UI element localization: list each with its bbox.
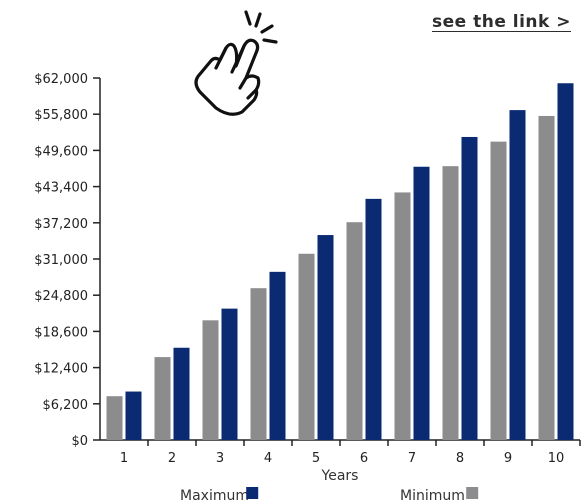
bars (106, 83, 574, 441)
bar-minimum-6 (346, 222, 363, 440)
bar-maximum-7 (413, 166, 430, 440)
bar-maximum-4 (269, 271, 286, 440)
bar-minimum-1 (106, 396, 123, 440)
y-tick-label: $43,400 (34, 181, 88, 196)
bar-maximum-1 (125, 391, 142, 440)
legend: Maximum Minimum (180, 487, 479, 504)
x-tick-label: 9 (504, 451, 512, 466)
bar-minimum-9 (490, 141, 507, 440)
bar-minimum-2 (154, 357, 171, 440)
y-tick-label: $31,000 (34, 253, 88, 268)
x-tick-label: 5 (312, 451, 320, 466)
legend-swatch-minimum (466, 487, 479, 499)
bar-minimum-5 (298, 253, 315, 440)
x-tick-label: 2 (168, 451, 176, 466)
y-tick-label: $12,400 (34, 362, 88, 377)
x-tick-label: 8 (456, 451, 464, 466)
x-tick-label: 6 (360, 451, 368, 466)
see-the-link[interactable]: see the link > (432, 12, 571, 32)
bar-maximum-6 (365, 198, 382, 440)
x-axis-title: Years (321, 468, 359, 484)
legend-label-maximum: Maximum (180, 488, 249, 504)
x-tick-label: 1 (120, 451, 128, 466)
y-tick-label: $18,600 (34, 325, 88, 340)
bar-minimum-4 (250, 288, 267, 440)
bar-maximum-10 (557, 83, 574, 441)
x-tick-label: 10 (548, 451, 565, 466)
y-tick-label: $0 (71, 434, 88, 449)
bar-maximum-2 (173, 347, 190, 440)
bar-maximum-9 (509, 110, 526, 440)
x-axis: 1 2 3 4 5 6 7 8 9 10 (100, 439, 581, 466)
legend-label-minimum: Minimum (400, 488, 465, 504)
x-tick-label: 4 (264, 451, 272, 466)
y-tick-label: $37,200 (34, 217, 88, 232)
y-axis: $0 $6,200 $12,400 $18,600 $24,800 $31,000 $37,… (34, 72, 101, 449)
bar-maximum-3 (221, 308, 238, 440)
bar-minimum-10 (538, 115, 555, 441)
y-tick-label: $62,000 (34, 72, 88, 87)
x-tick-label: 3 (216, 451, 224, 466)
bar-minimum-3 (202, 320, 219, 440)
x-tick-label: 7 (408, 451, 416, 466)
legend-swatch-maximum (246, 487, 259, 499)
y-tick-label: $6,200 (43, 398, 89, 413)
bar-minimum-8 (442, 166, 459, 440)
y-tick-label: $24,800 (34, 289, 88, 304)
y-tick-label: $49,600 (34, 144, 88, 159)
bar-maximum-8 (461, 136, 478, 441)
y-tick-label: $55,800 (34, 108, 88, 123)
bar-minimum-7 (394, 192, 411, 440)
bar-maximum-5 (317, 235, 334, 440)
tap-hand-icon (194, 10, 278, 116)
